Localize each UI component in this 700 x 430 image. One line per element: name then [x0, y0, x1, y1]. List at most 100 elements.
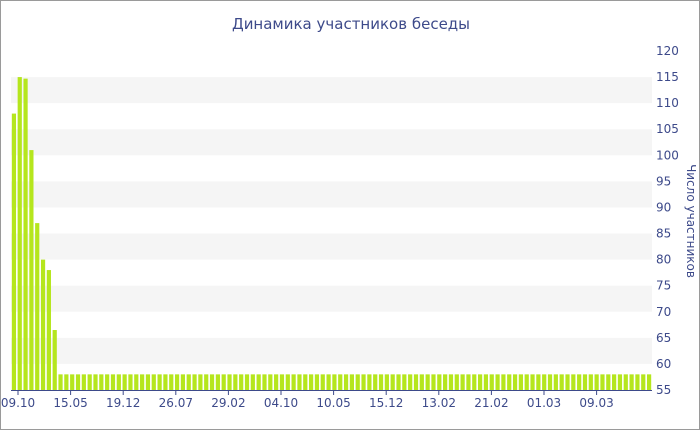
- bar: [198, 374, 203, 390]
- bar: [577, 374, 582, 390]
- bar: [373, 374, 378, 390]
- y-tick-label: 105: [656, 122, 679, 136]
- bar: [478, 374, 483, 390]
- bar: [17, 77, 22, 390]
- bar: [291, 374, 296, 390]
- bar: [274, 374, 279, 390]
- bar: [134, 374, 139, 390]
- x-tick-label: 15.05: [53, 396, 87, 410]
- bar: [623, 374, 628, 390]
- bar-series: [11, 77, 652, 390]
- bar: [35, 223, 40, 390]
- y-tick-label: 75: [656, 279, 671, 293]
- bar: [250, 374, 255, 390]
- bar: [116, 374, 121, 390]
- bar: [227, 374, 232, 390]
- bar: [612, 374, 617, 390]
- bar: [606, 374, 611, 390]
- bar: [110, 374, 116, 390]
- bar: [320, 374, 325, 390]
- bar: [81, 374, 86, 390]
- x-tick-label: 13.02: [422, 396, 456, 410]
- bar: [93, 374, 98, 390]
- bar: [646, 374, 652, 390]
- bar: [326, 374, 331, 390]
- bar: [297, 374, 302, 390]
- bar: [460, 374, 465, 390]
- bar: [553, 374, 558, 390]
- y-tick-label: 115: [656, 70, 679, 84]
- bar: [262, 374, 267, 390]
- bar: [542, 374, 547, 390]
- bar: [239, 374, 244, 390]
- bar: [180, 374, 186, 390]
- bar: [367, 374, 372, 390]
- bar: [390, 374, 395, 390]
- bar: [448, 374, 454, 390]
- bar: [163, 374, 168, 390]
- bar: [571, 374, 576, 390]
- bar: [204, 374, 209, 390]
- bar: [279, 374, 285, 390]
- x-tick-label: 09.03: [579, 396, 613, 410]
- bar: [617, 374, 623, 390]
- grid-band: [11, 285, 652, 312]
- bar: [75, 374, 81, 390]
- bar: [588, 374, 593, 390]
- bar: [408, 374, 413, 390]
- bar: [594, 374, 599, 390]
- bar: [512, 374, 518, 390]
- x-axis-ticks: 09.10 15.05 19.12 26.07 29.02 04.10 10.05 15.12…: [1, 390, 614, 410]
- bar: [641, 374, 646, 390]
- bar: [64, 374, 69, 390]
- x-tick-label: 09.10: [1, 396, 35, 410]
- bar: [58, 374, 63, 390]
- bar: [52, 330, 57, 390]
- bar: [524, 374, 529, 390]
- grid-bands: [11, 77, 652, 364]
- bar: [349, 374, 354, 390]
- chart-title: Динамика участников беседы: [232, 15, 470, 33]
- bar: [332, 374, 337, 390]
- bar: [87, 374, 92, 390]
- bar: [472, 374, 477, 390]
- y-tick-label: 100: [656, 148, 679, 162]
- y-tick-label: 95: [656, 174, 671, 188]
- bar: [140, 374, 145, 390]
- bar: [23, 78, 28, 390]
- y-tick-label: 60: [656, 357, 671, 371]
- bar: [29, 150, 34, 390]
- grid-band: [11, 337, 652, 364]
- bar: [629, 374, 634, 390]
- bar: [396, 374, 401, 390]
- bar: [501, 374, 506, 390]
- bar: [402, 374, 407, 390]
- bar: [443, 374, 448, 390]
- bar: [46, 270, 51, 390]
- bar: [244, 374, 250, 390]
- x-tick-label: 15.12: [369, 396, 403, 410]
- bar: [122, 374, 127, 390]
- bar: [11, 113, 17, 390]
- bar: [186, 374, 191, 390]
- bar: [565, 374, 570, 390]
- bar: [495, 374, 500, 390]
- bar: [151, 374, 156, 390]
- y-axis-label: Число участников: [684, 164, 698, 278]
- y-tick-label: 80: [656, 253, 671, 267]
- bar: [413, 374, 419, 390]
- grid-band: [11, 129, 652, 156]
- x-tick-label: 19.12: [106, 396, 140, 410]
- x-tick-label: 10.05: [316, 396, 350, 410]
- bar: [285, 374, 290, 390]
- bar: [437, 374, 442, 390]
- bar: [105, 374, 110, 390]
- bar: [215, 374, 220, 390]
- bar: [384, 374, 389, 390]
- bar: [309, 374, 314, 390]
- bar: [635, 374, 640, 390]
- bar: [559, 374, 564, 390]
- y-tick-label: 85: [656, 227, 671, 241]
- bar: [303, 374, 308, 390]
